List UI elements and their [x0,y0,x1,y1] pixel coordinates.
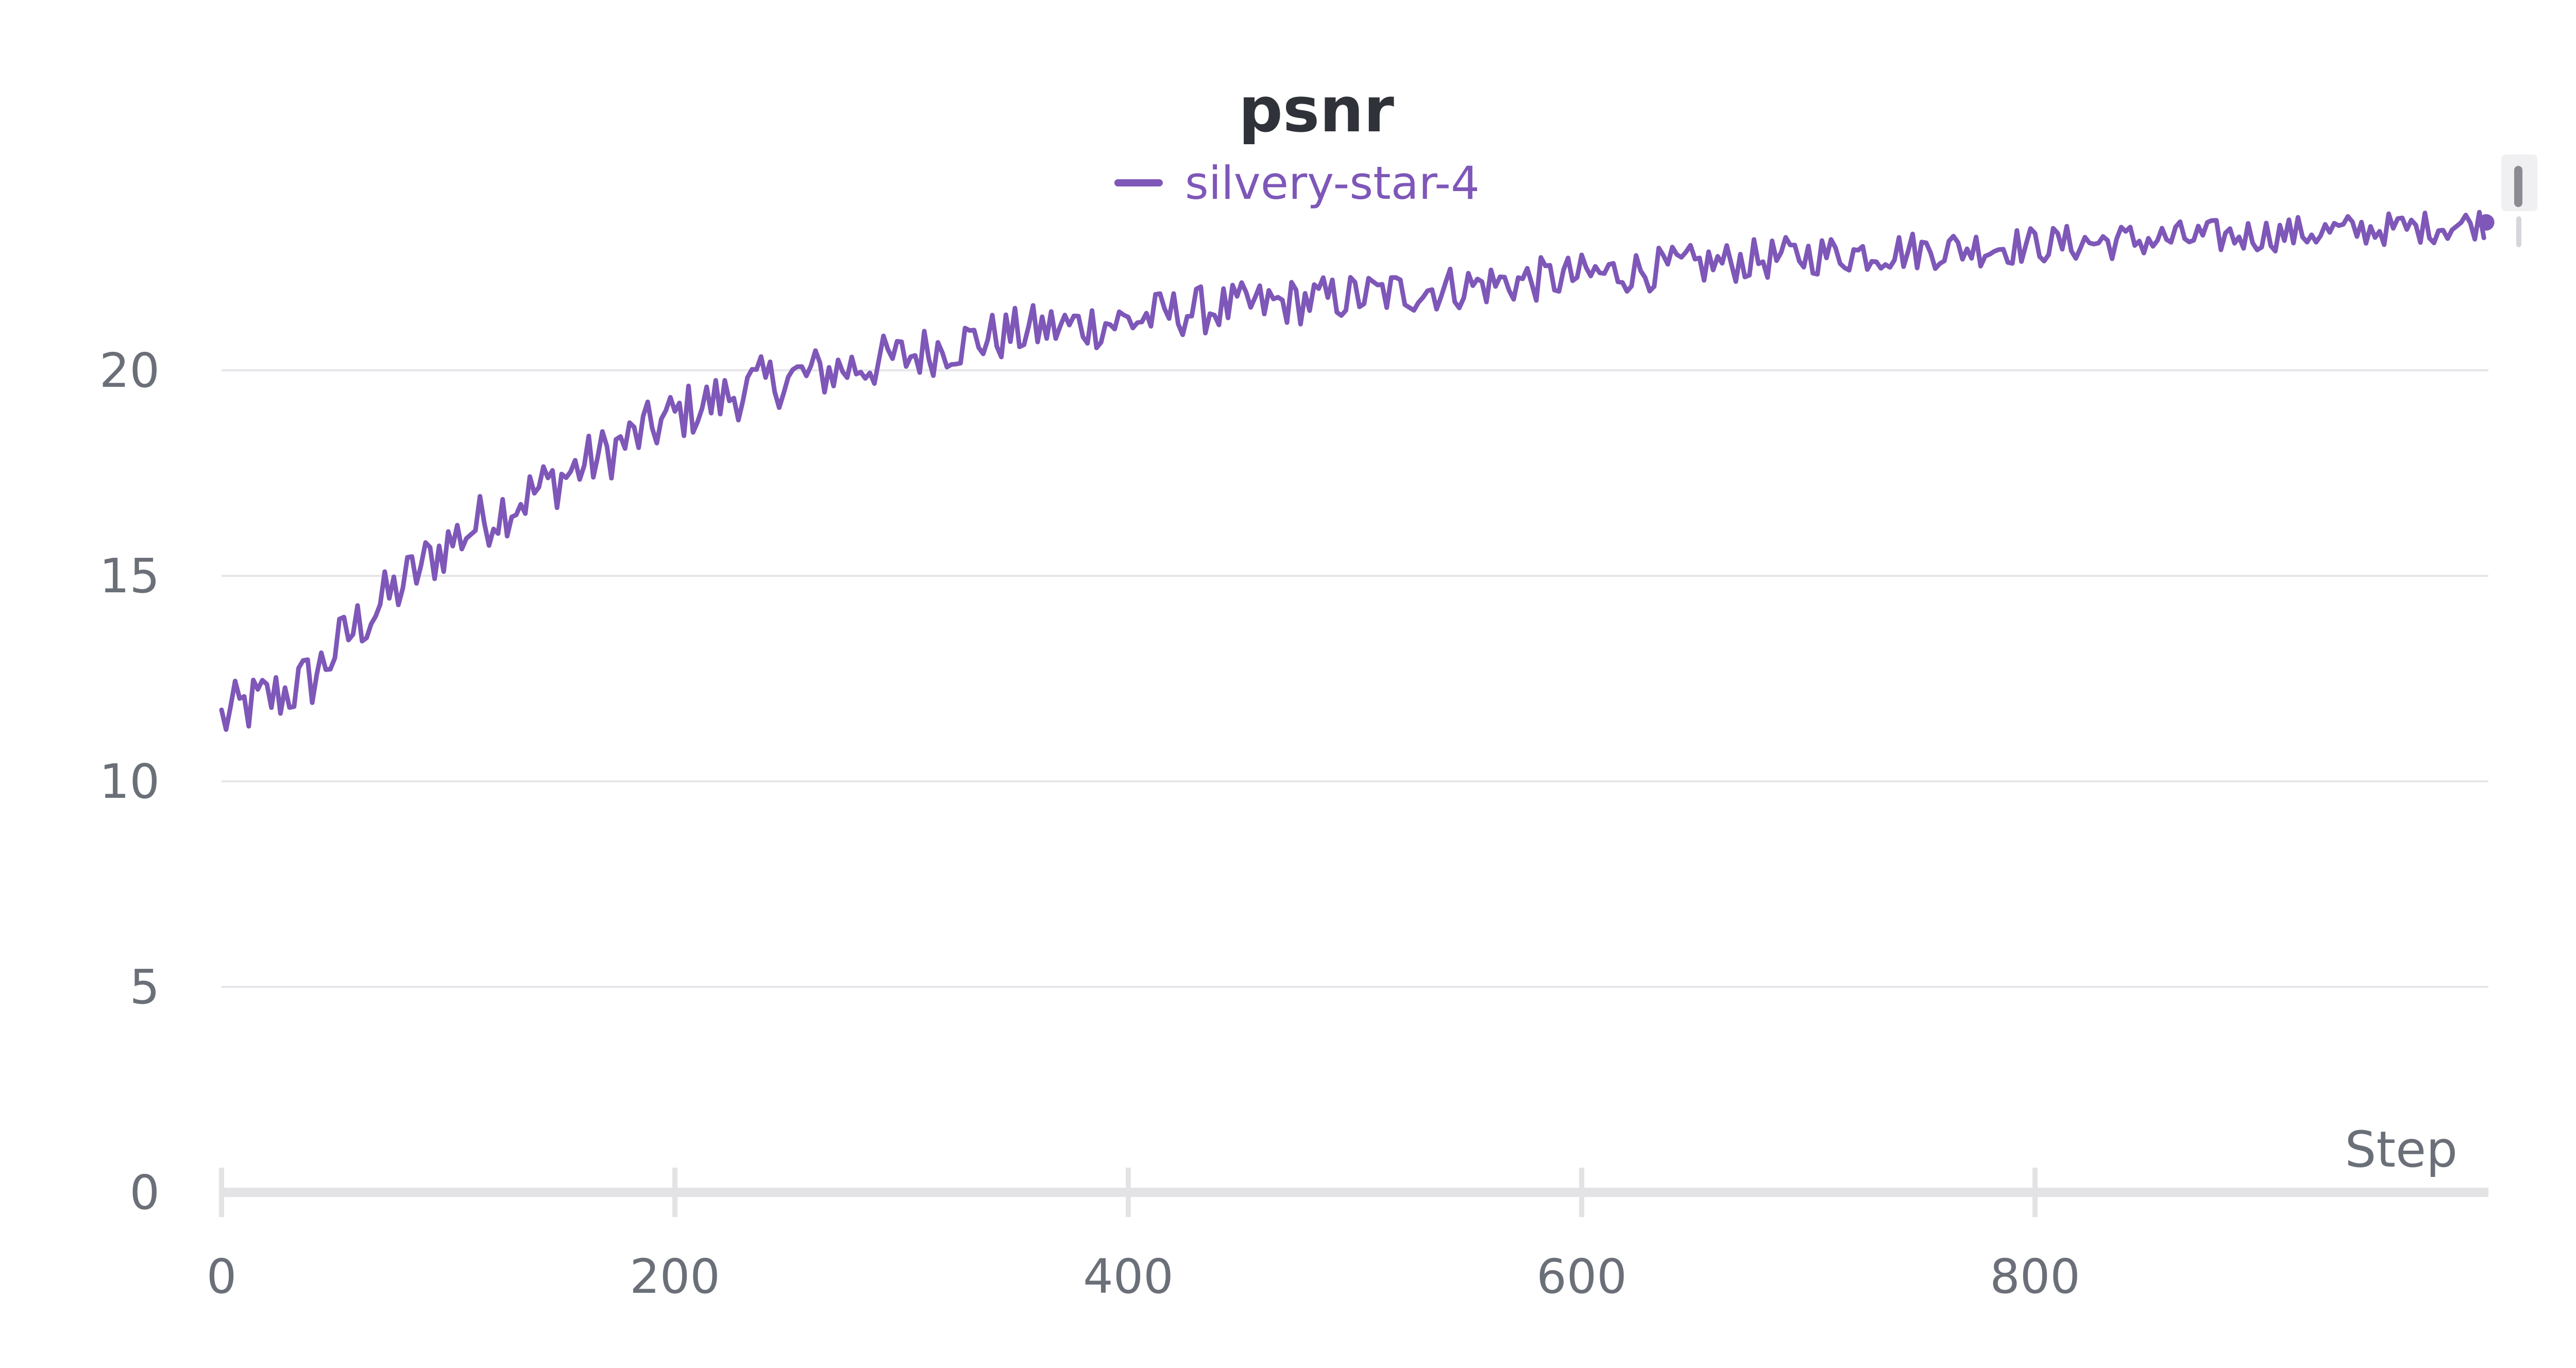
x-tick-label-0: 0 [207,1249,237,1304]
legend[interactable]: silvery-star-4 [1114,157,1480,210]
series-layer [219,210,2495,732]
y-tick-label-0: 0 [129,1165,160,1220]
series-line-silvery-star-4 [219,210,2486,732]
series-end-point [2478,214,2495,231]
grid-lines [222,369,2488,988]
x-tick-label-800: 800 [1990,1249,2080,1304]
scroll-handle[interactable] [2501,155,2537,247]
y-tick-label-10: 10 [99,754,160,809]
chart-title: psnr [1239,75,1394,146]
legend-label-silvery-star-4: silvery-star-4 [1185,157,1480,210]
x-axis: 0 200 400 600 800 [207,1168,2488,1304]
x-tick-label-400: 400 [1083,1249,1174,1304]
x-tick-label-200: 200 [630,1249,720,1304]
y-tick-label-15: 15 [99,549,160,604]
x-axis-title: Step [2345,1121,2458,1178]
x-tick-label-600: 600 [1536,1249,1627,1304]
y-axis-ticks: 0 5 10 15 20 [99,343,160,1220]
y-tick-label-20: 20 [99,343,160,398]
y-tick-label-5: 5 [129,960,160,1015]
